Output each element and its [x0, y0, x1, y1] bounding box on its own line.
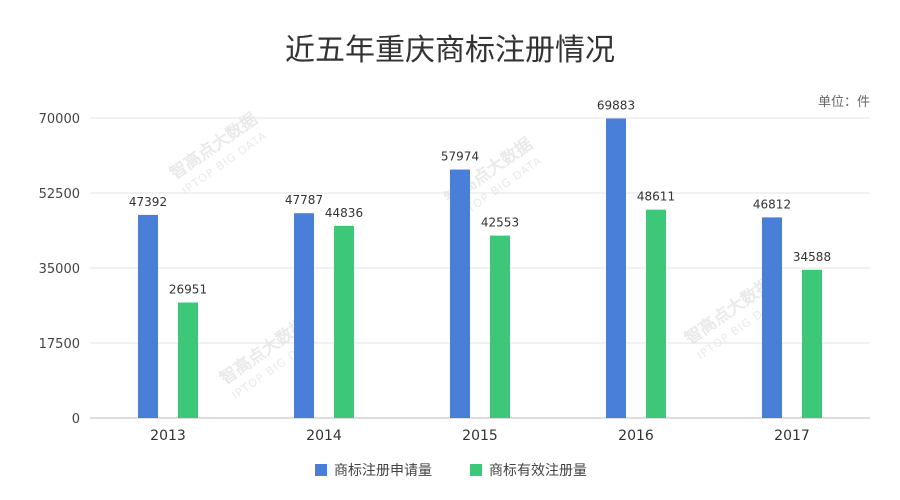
data-label: 44836: [325, 206, 363, 220]
legend: 商标注册申请量 商标有效注册量: [315, 463, 587, 479]
data-label: 48611: [637, 190, 675, 204]
y-tick-label: 70000: [39, 112, 80, 127]
chart-title: 近五年重庆商标注册情况: [285, 33, 615, 68]
y-tick-label: 0: [72, 412, 80, 427]
x-axis: 2013 2014 2015 2016 2017: [150, 428, 810, 444]
bar-2013-series-2: [178, 302, 198, 418]
grid-layer: [90, 117, 870, 419]
data-label: 69883: [597, 99, 635, 113]
x-tick-label: 2017: [774, 428, 810, 444]
data-label: 26951: [169, 282, 207, 296]
bar-2017-series-1: [762, 217, 782, 418]
bar-2016-series-1: [606, 118, 626, 418]
bar-2013-series-1: [138, 214, 158, 418]
legend-label: 商标有效注册量: [489, 463, 587, 479]
unit-label: 单位：件: [818, 95, 870, 110]
legend-swatch: [315, 464, 327, 476]
data-label: 34588: [793, 250, 831, 264]
data-label: 42553: [481, 216, 519, 230]
bar-2015-series-2: [490, 235, 510, 418]
bars: [138, 118, 822, 418]
bar-2014-series-2: [334, 225, 354, 418]
data-label: 47787: [285, 193, 323, 207]
x-tick-label: 2016: [618, 428, 654, 444]
data-label: 57974: [441, 150, 479, 164]
y-tick-label: 52500: [39, 187, 80, 202]
y-axis: 0 17500 35000 52500 70000: [39, 112, 80, 427]
bar-2017-series-2: [802, 269, 822, 418]
bar-2016-series-2: [646, 209, 666, 418]
data-label: 46812: [753, 197, 791, 211]
y-tick-label: 17500: [39, 337, 80, 352]
x-tick-label: 2014: [306, 428, 342, 444]
y-tick-label: 35000: [39, 262, 80, 277]
legend-swatch: [470, 464, 482, 476]
x-tick-label: 2013: [150, 428, 186, 444]
legend-label: 商标注册申请量: [334, 463, 432, 479]
bar-2014-series-1: [294, 213, 314, 418]
x-tick-label: 2015: [462, 428, 498, 444]
data-label: 47392: [129, 195, 167, 209]
bar-2015-series-1: [450, 169, 470, 418]
